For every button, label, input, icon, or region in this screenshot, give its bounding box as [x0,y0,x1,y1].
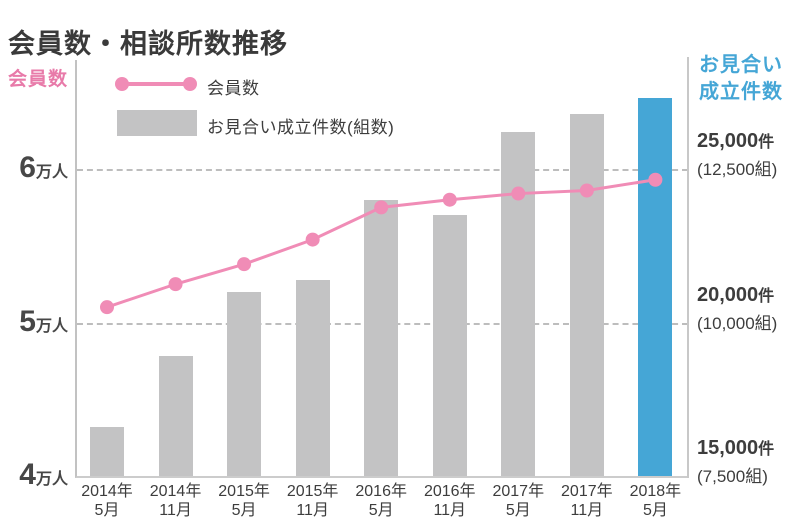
members-line-legend-swatch [115,77,197,91]
point-2016年5月 [374,200,389,215]
right-tick-2: 15,000件 (7,500組) [697,437,775,486]
left-tick-1: 5万人 [19,304,68,338]
bar-2015年11月 [295,279,330,476]
point-2015年5月 [237,257,252,272]
point-2017年5月 [511,186,526,201]
bar-2016年11月 [432,215,467,476]
x-label-6: 2017年 5月 [492,483,545,519]
point-2015年11月 [305,232,320,247]
legend-dot-icon [183,77,197,91]
plot-area [75,60,688,478]
bar-2016年5月 [364,199,399,476]
right-axis-line [687,57,689,478]
left-tick-2: 4万人 [19,458,68,491]
right-axis-title-line1: お見合い [699,54,783,76]
left-axis-title: 会員数 [8,69,69,90]
x-label-5: 2016年 11月 [423,483,476,519]
legend-matchmaking-label: お見合い成立件数(組数) [207,118,395,137]
x-label-4: 2016年 5月 [355,483,407,519]
point-2018年5月 [648,172,663,187]
matchmaking-bar-legend-swatch [117,110,197,136]
x-label-2: 2015年 5月 [218,483,270,519]
right-axis-title: お見合い 成立件数 [699,52,783,106]
point-2014年11月 [168,277,183,292]
bar-2014年11月 [158,356,193,476]
x-label-0: 2014年 5月 [81,483,133,519]
point-2017年11月 [579,183,594,198]
bar-2014年5月 [90,426,124,476]
right-tick-1: 20,000件 (10,000組) [697,283,778,333]
members-line [106,178,656,309]
x-label-3: 2015年 11月 [286,483,339,519]
page-title: 会員数・相談所数推移 [8,29,288,60]
point-2014年5月 [100,300,114,315]
bar-2017年11月 [569,113,604,476]
x-label-1: 2014年 11月 [149,483,202,519]
bar-2018年5月 [638,98,673,476]
members-line-series [100,172,663,315]
right-axis-title-line2: 成立件数 [699,81,783,103]
x-label-7: 2017年 11月 [561,483,613,519]
legend-dot-icon [115,77,129,91]
legend-members-label: 会員数 [207,79,260,98]
point-2016年11月 [442,192,457,207]
left-tick-0: 6万人 [19,151,68,184]
x-label-8: 2018年 5月 [629,483,682,519]
bar-2015年5月 [227,291,262,476]
right-tick-0: 25,000件 (12,500組) [697,130,778,179]
gridline-0 [77,169,688,171]
